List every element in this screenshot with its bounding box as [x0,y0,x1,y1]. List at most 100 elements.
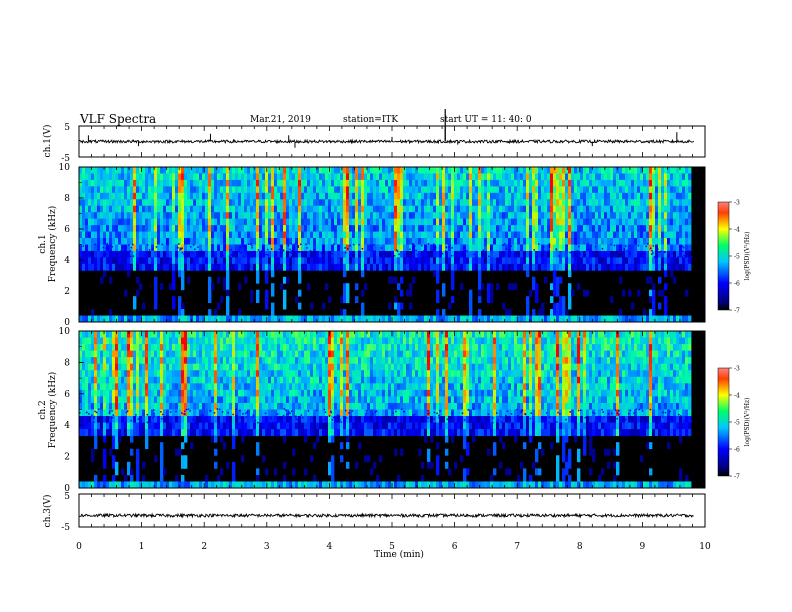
spectrogram-cell [205,231,209,239]
spectrogram-cell [466,257,470,265]
spectrogram-cell [322,263,326,271]
spectrogram-cell [415,244,419,252]
spectrogram-cell [184,435,188,443]
spectrogram-cell [634,263,638,271]
spectrogram-cell [136,429,140,437]
spectrogram-cell [112,231,116,239]
spectrogram-cell [343,309,347,316]
spectrogram-cell [412,186,416,194]
spectrogram-cell [652,296,656,304]
spectrogram-cell [571,238,575,245]
spectrogram-cell [418,231,422,239]
spectrogram-cell [586,192,590,200]
spectrogram-cell [112,402,116,410]
spectrogram-cell [172,199,176,207]
spectrogram-cell [598,173,602,181]
spectrogram-cell [106,350,110,358]
spectrogram-cell [484,179,488,187]
spectrogram-cell [529,218,533,226]
spectrogram-cell [103,344,107,352]
spectrogram-cell [610,238,614,245]
spectrogram-cell [439,199,443,207]
spectrogram-cell [403,218,407,226]
spectrogram-cell [85,337,89,345]
spectrogram-cell [577,179,581,187]
spectrogram-cell [91,383,95,391]
spectrogram-cell [610,225,614,232]
spectrogram-speckle [195,256,197,259]
spectrogram-cell [475,225,479,232]
spectrogram-speckle [197,255,199,257]
spectrogram-cell [511,186,515,194]
spectrogram-cell [625,179,629,187]
spectrogram-cell [118,244,122,252]
spectrogram-cell [373,212,377,220]
spectrogram-cell [244,173,248,181]
spectrogram-cell [385,257,389,265]
spectrogram-cell [100,481,104,489]
spectrogram-cell [571,205,575,213]
spectrogram-cell [115,461,119,469]
spectrogram-cell [136,186,140,194]
spectrogram-cell [307,263,311,271]
spectrogram-cell [550,179,554,187]
spectrogram-cell [139,186,143,194]
spectrogram-cell [193,186,197,194]
spectrogram-cell [538,199,542,207]
spectrogram-cell [343,205,347,213]
spectrogram-cell [625,263,629,271]
spectrogram-cell [652,257,656,265]
spectrogram-cell [163,231,167,239]
spectrogram-cell [496,218,500,226]
spectrogram-cell [595,218,599,226]
spectrogram-cell [436,257,440,265]
spectrogram-cell [172,370,176,378]
spectrogram-cell [526,315,530,323]
spectrogram-cell [463,179,467,187]
spectrogram-cell [331,231,335,239]
spectrogram-cell [577,238,581,245]
spectrogram-cell [481,238,485,245]
spectrogram-speckle [238,250,240,252]
spectrogram-cell [592,315,596,323]
spectrogram-cell [580,199,584,207]
spectrogram-cell [490,289,494,297]
spectrogram-cell [667,231,671,239]
spectrogram-cell [445,218,449,226]
spectrogram-cell [328,225,332,232]
spectrogram-cell [430,257,434,265]
spectrogram-cell [196,263,200,271]
spectrogram-speckle [624,245,627,247]
spectrogram-cell [97,225,101,232]
spectrogram-cell [610,179,614,187]
spectrogram-cell [184,481,188,489]
spectrogram-cell [250,263,254,271]
spectrogram-cell [106,357,110,365]
spectrogram-speckle [321,256,323,259]
spectrogram-cell [634,218,638,226]
spectrogram-cell [157,337,161,345]
spectrogram-cell [175,315,179,323]
spectrogram-cell [94,370,98,378]
spectrogram-cell [112,315,116,323]
spectrogram-cell [82,416,86,423]
spectrogram-cell [652,231,656,239]
spectrogram-cell [424,238,428,245]
spectrogram-cell [292,231,296,239]
spectrogram-cell [187,263,191,271]
spectrogram-cell [451,186,455,194]
spectrogram-cell [673,250,677,258]
spectrogram-cell [319,257,323,265]
spectrogram-cell [583,212,587,220]
spectrogram-cell [385,250,389,258]
spectrogram-cell [592,225,596,232]
spectrogram-cell [253,315,257,323]
spectrogram-cell [103,357,107,365]
spectrogram-cell [82,429,86,437]
spectrogram-cell [295,250,299,258]
spectrogram-cell [130,383,134,391]
spectrogram-cell [673,212,677,220]
spectrogram-cell [607,186,611,194]
spectrogram-cell [406,186,410,194]
spectrogram-cell [238,250,242,258]
